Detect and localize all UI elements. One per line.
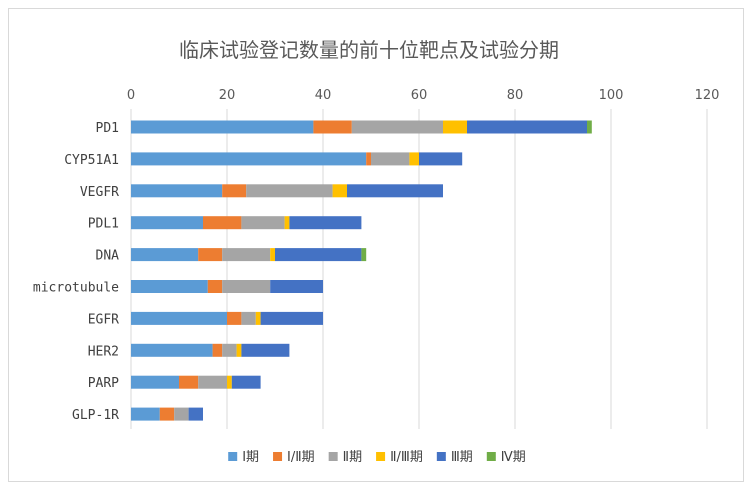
category-label: CYP51A1 [64,153,119,168]
bar-segment [131,152,367,166]
x-tick-label: 60 [411,88,428,103]
bar-segment [284,216,290,230]
bar-segment [131,343,213,357]
bar-segment [443,120,467,134]
bar-segment [207,280,223,293]
legend-label: Ⅳ期 [501,450,526,465]
bar-segment [131,184,223,198]
x-tick-label: 20 [219,88,236,103]
bar-segment [198,248,223,262]
legend-item: Ⅳ期 [486,450,526,465]
bar-segment [332,184,347,198]
category-label: PD1 [96,121,119,136]
legend-item: Ⅱ期 [328,450,362,465]
legend-swatch [273,452,283,461]
bar-segment [231,375,261,389]
bar-segment [313,120,352,134]
x-tick-label: 120 [695,88,720,103]
bar-segment [222,343,237,357]
bar-segment [241,343,290,357]
bar-segment [289,216,362,230]
bar-segment [255,311,261,325]
bar-segment [203,216,242,230]
legend-swatch [436,452,446,461]
bar-segment [174,407,189,421]
bar-segment [227,311,242,325]
bar-segment [366,152,371,166]
legend-swatch [376,452,386,461]
legend-label: Ⅱ/Ⅲ期 [390,450,423,465]
category-label: PARP [88,376,119,391]
category-label: PDL1 [88,217,119,232]
bar-segment [131,375,179,389]
bar-segment [361,248,367,262]
bar-segment [260,311,323,325]
bar-segment [270,248,275,262]
bar-segment [587,120,592,134]
legend-label: Ⅰ期 [242,450,259,465]
bar-segment [275,248,362,262]
bar-segment [159,407,175,421]
bar-segment [131,407,160,421]
legend-item: Ⅲ期 [436,450,473,465]
bar-segment [188,407,203,421]
category-label: VEGFR [80,185,119,200]
bar-segment [371,152,410,166]
bar-segment [222,184,247,198]
legend-item: Ⅱ/Ⅲ期 [376,450,423,465]
chart-title: 临床试验登记数量的前十位靶点及试验分期 [179,38,559,62]
x-tick-label: 100 [599,88,624,103]
x-tick-label: 80 [507,88,524,103]
bars [131,120,592,421]
category-label: EGFR [88,312,119,327]
bar-segment [409,152,419,166]
bar-segment [419,152,463,166]
bar-segment [236,343,242,357]
bar-segment [179,375,199,389]
bar-segment [467,120,587,134]
x-axis-ticks: 0 20 40 60 80 100 120 [127,88,720,103]
stacked-bar-chart: 临床试验登记数量的前十位靶点及试验分期 0 20 40 60 80 100 120 PD1 C… [33,38,720,465]
bar-segment [131,280,208,293]
legend-label: Ⅱ期 [343,450,362,465]
legend-swatch [328,452,338,461]
chart-frame: 临床试验登记数量的前十位靶点及试验分期 0 20 40 60 80 100 120 PD1 C… [8,8,744,482]
category-label: microtubule [33,281,119,296]
bar-segment [131,311,227,325]
bar-segment [227,375,232,389]
bar-segment [212,343,223,357]
bar-segment [131,120,314,134]
legend-swatch [486,452,496,461]
legend: Ⅰ期 Ⅰ/Ⅱ期 Ⅱ期 Ⅱ/Ⅲ期 Ⅲ期 Ⅳ期 [228,450,526,465]
bar-segment [131,216,203,230]
bar-segment [198,375,227,389]
legend-label: Ⅰ/Ⅱ期 [287,450,315,465]
y-axis-categories: PD1 CYP51A1 VEGFR PDL1 DNA microtubule EGFR HER… [33,121,119,423]
category-label: GLP-1R [72,408,119,423]
legend-label: Ⅲ期 [451,450,473,465]
legend-item: Ⅰ/Ⅱ期 [273,450,315,465]
legend-swatch [228,452,238,461]
bar-segment [131,248,199,262]
bar-segment [351,120,443,134]
bar-segment [222,280,271,293]
category-label: DNA [96,249,120,264]
x-tick-label: 0 [127,88,135,103]
bar-segment [222,248,271,262]
bar-segment [241,311,256,325]
x-tick-label: 40 [315,88,332,103]
bar-segment [270,280,323,293]
bar-segment [241,216,285,230]
category-label: HER2 [88,344,119,359]
bar-segment [246,184,333,198]
bar-segment [347,184,443,198]
legend-item: Ⅰ期 [228,450,259,465]
